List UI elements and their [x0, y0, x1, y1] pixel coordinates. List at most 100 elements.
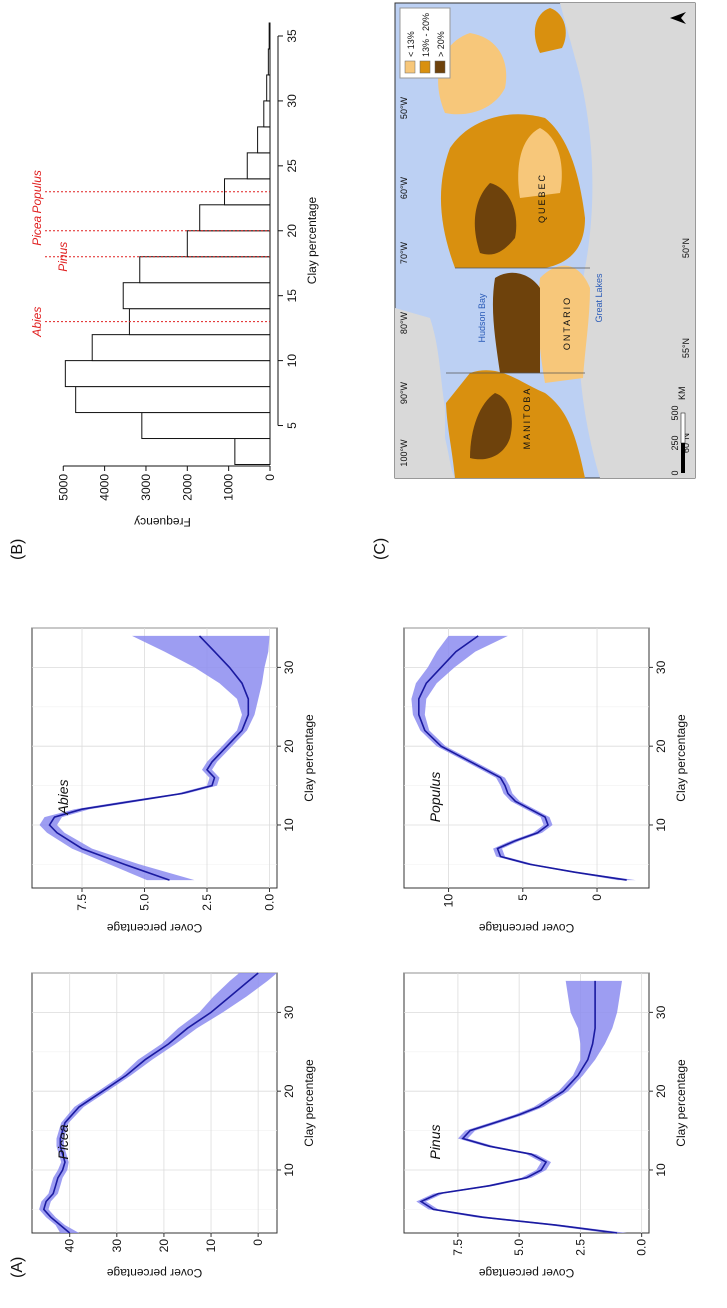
fitted-curve — [419, 980, 618, 1234]
histogram-bar — [186, 230, 271, 258]
panel-label: (C) — [372, 538, 389, 560]
histogram-bar — [257, 126, 271, 154]
quebec-dark-patch — [474, 183, 517, 255]
y-tick-label: 5000 — [56, 474, 70, 501]
hudson-bay-label: Hudson Bay — [477, 293, 487, 343]
y-tick-label: 10 — [204, 1239, 218, 1253]
marker-label-abies: Abies — [30, 307, 44, 338]
y-tick-label: 40 — [63, 1239, 77, 1253]
manitoba-dark-patch — [470, 393, 512, 460]
legend-swatch — [434, 60, 446, 74]
confidence-band — [39, 635, 270, 881]
y-tick-label: 7.5 — [75, 894, 89, 911]
x-tick-label: 15 — [285, 289, 299, 303]
legend-box — [399, 7, 451, 79]
latitude-label: 55°N — [681, 338, 691, 358]
y-tick-label: 4000 — [98, 474, 112, 501]
curve-chart-abies: 10 20 30 0.0 2.5 5.0 7.5 Clay percentage Cover p… — [31, 627, 316, 935]
y-axis-label: Cover percentage — [106, 921, 202, 935]
marker-label-pinus: Pinus — [56, 242, 70, 272]
histogram-bar — [64, 360, 271, 388]
longitude-label: 50°W — [399, 96, 409, 119]
curve-chart-populus: 10 20 30 0 5 10 Clay percentage Cover percentag… — [403, 627, 688, 935]
y-tick-label: 2.5 — [200, 894, 214, 911]
y-tick-label: 20 — [157, 1239, 171, 1253]
scale-bar-white — [680, 412, 686, 444]
marker-label-populus: Populus — [30, 170, 44, 213]
y-tick-label: 2000 — [180, 474, 194, 501]
x-tick-label: 10 — [654, 818, 668, 832]
legend-label: > 20% — [436, 31, 446, 57]
longitude-label: 90°W — [399, 381, 409, 404]
y-axis-label: Cover percentage — [106, 1266, 202, 1280]
x-tick-label: 20 — [282, 739, 296, 753]
scale-bar: 0 250 500 KM — [670, 387, 687, 476]
y-tick-label: 5.0 — [512, 1239, 526, 1256]
fitted-curve — [48, 635, 250, 881]
x-axis-label: Clay percentage — [674, 714, 688, 802]
clay-belt — [492, 272, 541, 373]
fitted-curve — [418, 635, 627, 881]
x-axis-label: Clay percentage — [305, 196, 319, 284]
y-axis-label: Cover percentage — [478, 921, 574, 935]
histogram-chart: 5 10 15 20 25 30 35 0 1000 2000 3000 4000 5000 Clay p… — [30, 22, 319, 529]
rotated-figure: (A) (B) (C) 10 20 30 0 10 20 30 40 Clay percentage C… — [9, 2, 696, 1280]
curve-chart-picea: 10 20 30 0 10 20 30 40 Clay percentage Cover perc… — [31, 972, 316, 1280]
histogram-bar — [234, 438, 271, 465]
x-axis-label: Clay percentage — [674, 1059, 688, 1147]
x-tick-label: 10 — [654, 1163, 668, 1177]
y-tick-label: 0 — [590, 894, 604, 901]
latitude-label: 50°N — [681, 238, 691, 258]
y-axis-label: Cover percentage — [478, 1266, 574, 1280]
legend-swatch — [419, 60, 431, 74]
longitude-label: 60°W — [399, 176, 409, 199]
histogram-bar — [75, 386, 271, 414]
northern-land — [395, 308, 455, 478]
confidence-band — [411, 635, 636, 881]
confidence-band — [39, 973, 277, 1233]
y-tick-label: 0.0 — [635, 1239, 649, 1256]
y-tick-label: 0 — [251, 1239, 265, 1246]
x-tick-label: 30 — [282, 1005, 296, 1019]
y-tick-label: 0 — [263, 474, 277, 481]
map-legend: < 13% 13% - 20% > 20% — [399, 7, 451, 79]
histogram-bar — [91, 334, 271, 362]
histogram-bar — [139, 256, 271, 284]
manitoba-label: MANITOBA — [522, 387, 532, 450]
x-axis-label: Clay percentage — [302, 1059, 316, 1147]
x-tick-label: 30 — [654, 660, 668, 674]
histogram-bar — [267, 48, 271, 76]
histogram-bar — [246, 152, 271, 180]
usa-land — [560, 3, 695, 478]
gridlines — [404, 972, 649, 1233]
legend-label: 13% - 20% — [421, 13, 431, 57]
longitude-label: 100°W — [399, 439, 409, 467]
panel-label: (B) — [9, 539, 26, 560]
longitude-label: 70°W — [399, 241, 409, 264]
x-tick-label: 5 — [285, 422, 299, 429]
x-tick-label: 20 — [654, 739, 668, 753]
legend-swatch — [404, 60, 416, 74]
x-tick-label: 25 — [285, 159, 299, 173]
gridlines — [32, 627, 277, 888]
genus-annotation: Picea — [55, 1124, 71, 1159]
genus-annotation: Populus — [427, 772, 443, 823]
scale-bar-label: 500 — [670, 405, 680, 420]
y-tick-label: 0.0 — [263, 894, 277, 911]
scale-bar-black — [681, 443, 685, 473]
x-tick-label: 35 — [285, 29, 299, 43]
histogram-bar — [199, 204, 271, 232]
fitted-curve — [42, 972, 259, 1234]
labrador-region — [438, 33, 507, 115]
y-tick-label: 1000 — [222, 474, 236, 501]
x-tick-label: 20 — [285, 224, 299, 238]
scale-bar-unit: KM — [677, 387, 687, 401]
histogram-bar — [268, 22, 271, 50]
scale-bar-label: 250 — [670, 435, 680, 450]
north-arrow-icon — [670, 12, 686, 24]
histogram-bar — [122, 282, 271, 310]
x-tick-label: 30 — [654, 1005, 668, 1019]
genus-annotation: Pinus — [427, 1124, 443, 1159]
longitude-label: 80°W — [399, 311, 409, 334]
